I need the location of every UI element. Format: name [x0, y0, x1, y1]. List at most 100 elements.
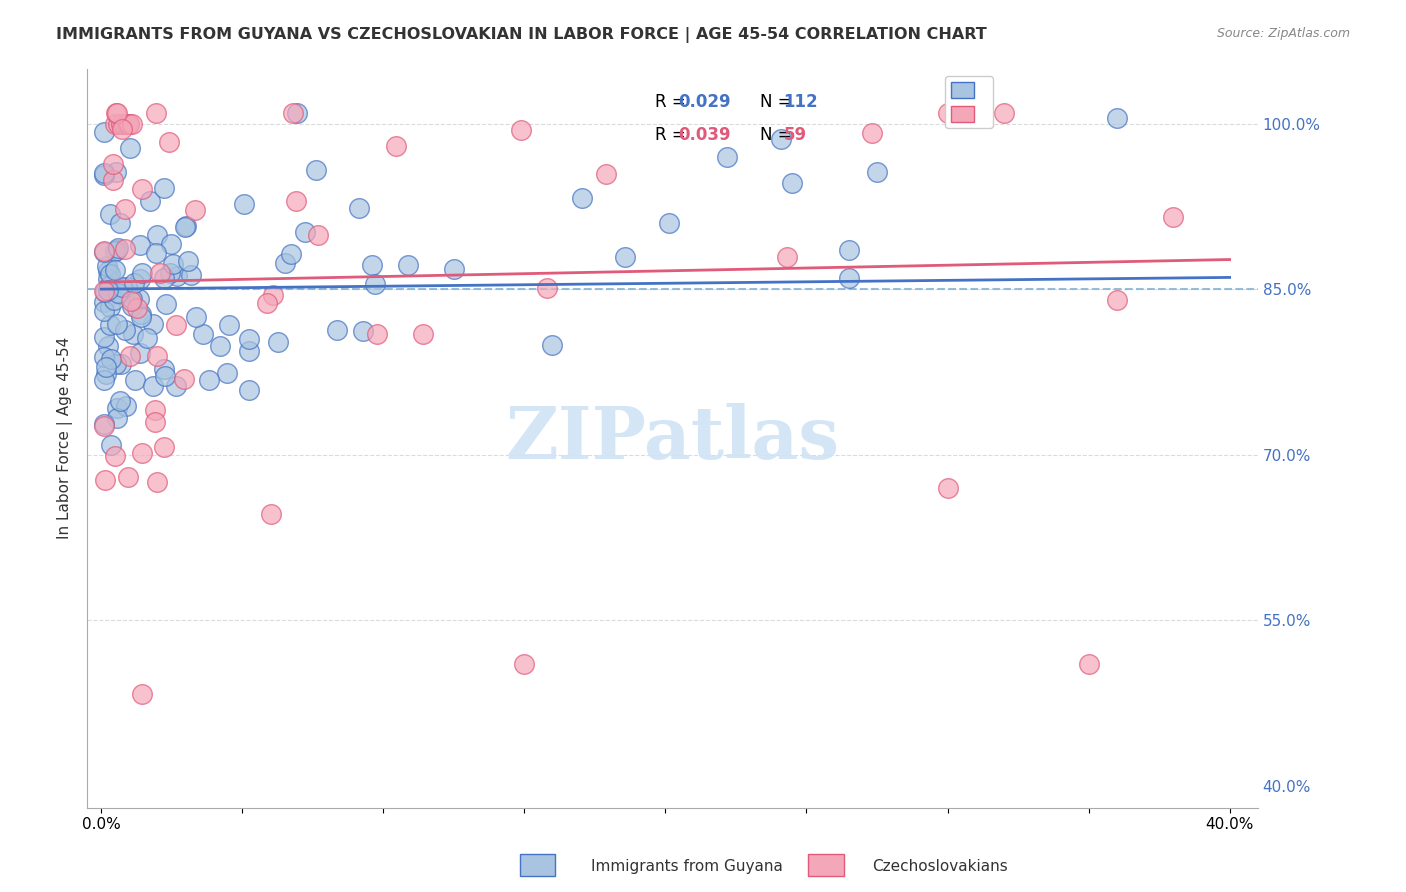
Point — [716, 150, 738, 164]
Text: N =: N = — [761, 126, 797, 144]
Point — [108, 393, 131, 408]
Point — [121, 117, 143, 131]
Point — [174, 219, 197, 233]
Point — [105, 243, 128, 257]
Point — [145, 403, 167, 417]
Point — [110, 357, 132, 371]
Point — [347, 202, 370, 216]
Point — [280, 247, 302, 261]
Point — [294, 225, 316, 239]
Y-axis label: In Labor Force | Age 45-54: In Labor Force | Age 45-54 — [58, 337, 73, 540]
Point — [112, 117, 135, 131]
Point — [159, 266, 181, 280]
Point — [93, 284, 115, 298]
Point — [136, 331, 159, 345]
Point — [238, 333, 260, 347]
Point — [285, 194, 308, 209]
Point — [443, 261, 465, 276]
Point — [838, 271, 860, 285]
Point — [160, 237, 183, 252]
Text: Czechoslovakians: Czechoslovakians — [872, 859, 1008, 874]
Text: R =: R = — [655, 126, 690, 144]
Point — [285, 105, 308, 120]
Point — [108, 216, 131, 230]
Point — [769, 131, 792, 145]
Point — [267, 335, 290, 350]
Point — [98, 318, 121, 332]
Point — [145, 105, 167, 120]
Text: IMMIGRANTS FROM GUYANA VS CZECHOSLOVAKIAN IN LABOR FORCE | AGE 45-54 CORRELATION: IMMIGRANTS FROM GUYANA VS CZECHOSLOVAKIA… — [56, 27, 987, 43]
Point — [105, 401, 128, 416]
Point — [101, 173, 124, 187]
Point — [129, 346, 152, 360]
Point — [100, 207, 122, 221]
Text: Immigrants from Guyana: Immigrants from Guyana — [591, 859, 782, 874]
Point — [153, 440, 176, 454]
Point — [121, 327, 143, 342]
Point — [776, 250, 799, 264]
Point — [509, 122, 531, 136]
Point — [128, 292, 150, 306]
Point — [107, 286, 129, 301]
Point — [94, 367, 117, 381]
Point — [93, 244, 115, 258]
Point — [93, 166, 115, 180]
Point — [198, 373, 221, 387]
Point — [111, 121, 134, 136]
Point — [385, 138, 408, 153]
Point — [149, 266, 172, 280]
Text: 0.029: 0.029 — [678, 93, 731, 111]
Point — [165, 318, 187, 332]
Point — [93, 294, 115, 309]
Point — [115, 279, 138, 293]
Point — [208, 339, 231, 353]
Point — [128, 237, 150, 252]
Point — [396, 259, 419, 273]
Point — [107, 117, 129, 131]
Point — [131, 266, 153, 280]
Point — [93, 474, 115, 488]
Point — [97, 339, 120, 353]
Point — [165, 379, 187, 393]
Point — [124, 276, 146, 290]
Point — [536, 281, 558, 295]
Point — [97, 264, 120, 278]
Point — [152, 362, 174, 376]
Point — [191, 326, 214, 341]
Point — [993, 105, 1015, 120]
Point — [273, 256, 295, 270]
Point — [120, 140, 142, 154]
Text: ZIPatlas: ZIPatlas — [505, 402, 839, 474]
Point — [131, 182, 153, 196]
Point — [98, 267, 121, 281]
Point — [513, 657, 536, 672]
Text: Source: ZipAtlas.com: Source: ZipAtlas.com — [1216, 27, 1350, 40]
Point — [93, 304, 115, 318]
Point — [1161, 210, 1184, 224]
Point — [936, 105, 959, 120]
Point — [100, 282, 122, 296]
Point — [107, 241, 129, 255]
Point — [305, 163, 328, 178]
Point — [93, 373, 115, 387]
Point — [124, 373, 146, 387]
Point — [121, 293, 143, 307]
Point — [782, 176, 804, 190]
Point — [361, 258, 384, 272]
Point — [131, 446, 153, 460]
Text: 112: 112 — [783, 93, 818, 111]
Point — [155, 297, 177, 311]
Point — [260, 507, 283, 521]
Point — [145, 246, 167, 260]
Point — [541, 338, 564, 352]
Point — [177, 253, 200, 268]
Point — [105, 105, 128, 120]
Point — [93, 417, 115, 431]
Point — [658, 216, 681, 230]
Point — [120, 293, 142, 308]
Point — [142, 379, 165, 393]
Point — [96, 272, 118, 286]
Point — [936, 481, 959, 495]
Point — [352, 324, 374, 338]
Point — [153, 181, 176, 195]
